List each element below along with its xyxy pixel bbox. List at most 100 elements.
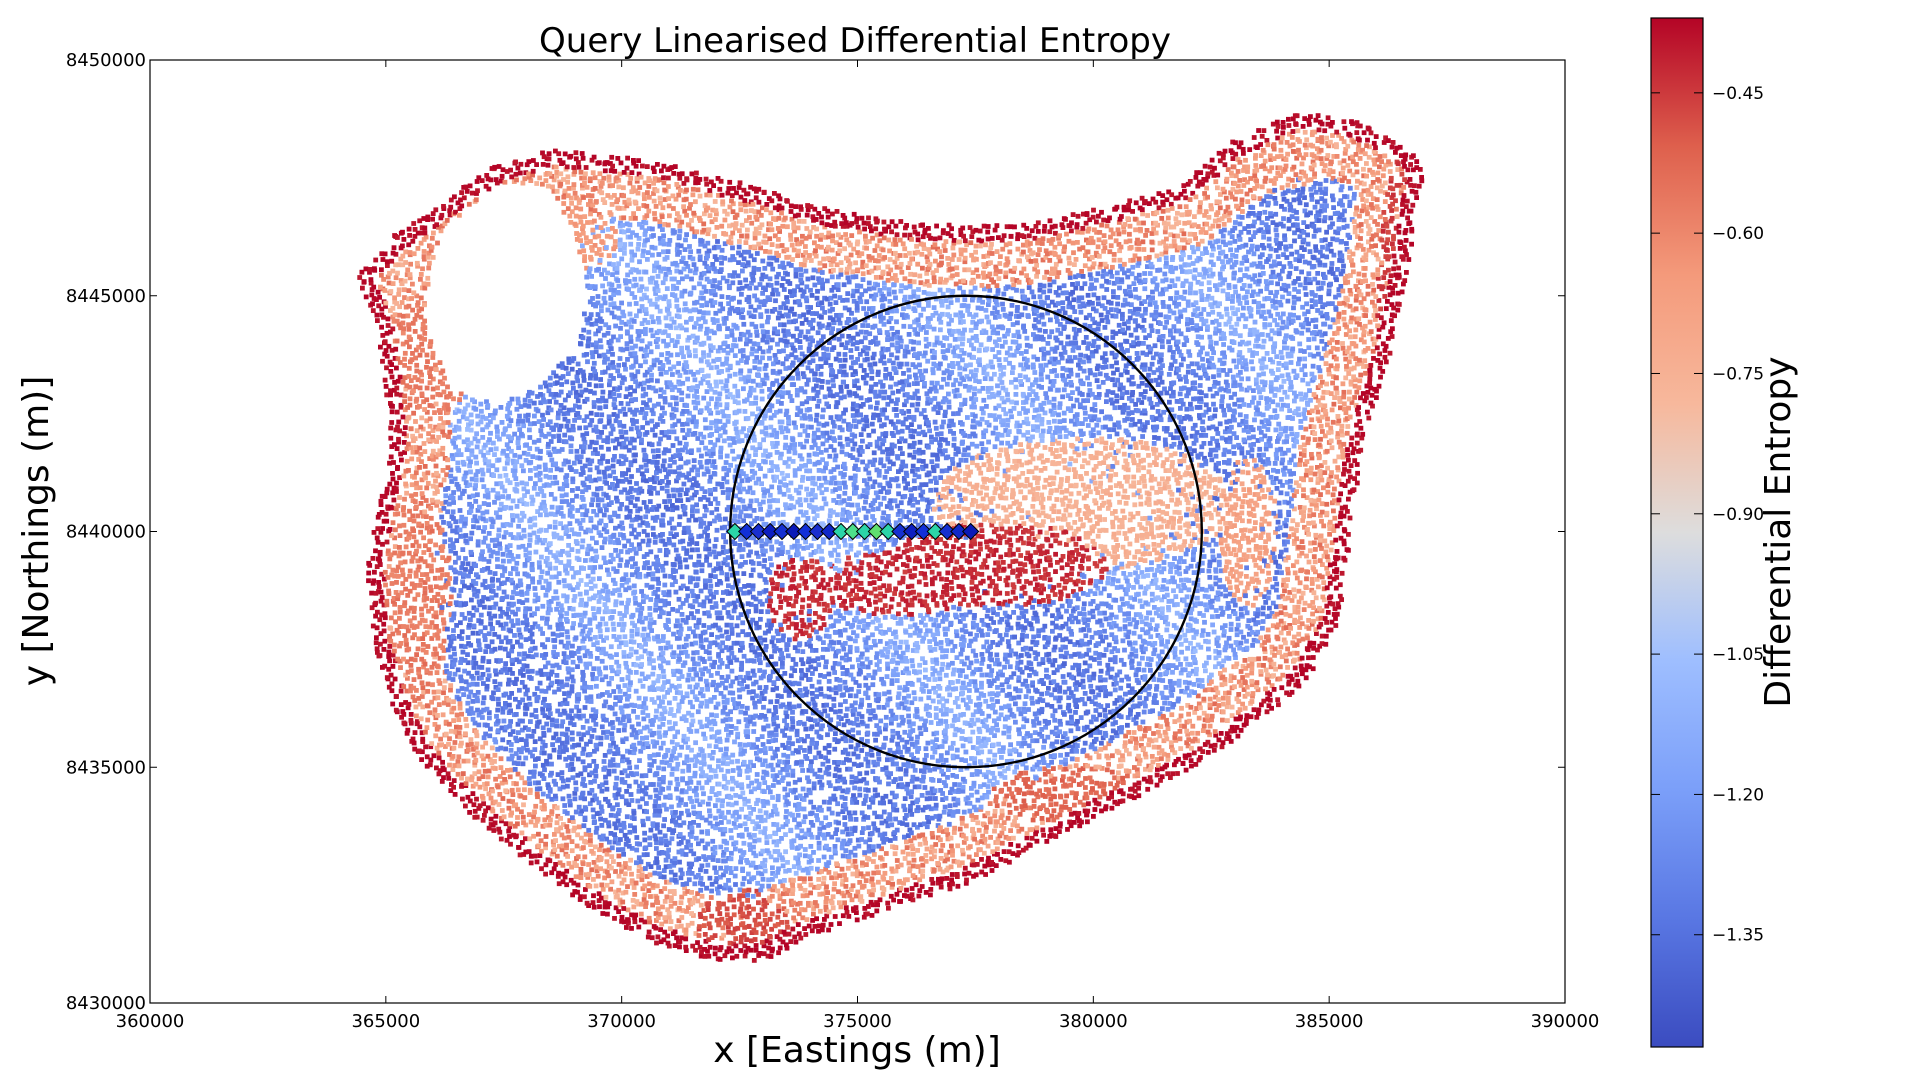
scatter-point bbox=[588, 528, 594, 534]
scatter-point bbox=[480, 700, 486, 706]
scatter-point bbox=[587, 883, 593, 889]
scatter-point bbox=[637, 804, 643, 810]
scatter-point bbox=[523, 836, 528, 842]
scatter-point bbox=[581, 248, 587, 254]
scatter-point bbox=[566, 534, 572, 539]
scatter-point bbox=[576, 696, 581, 702]
scatter-point bbox=[605, 270, 610, 276]
scatter-point bbox=[378, 589, 384, 595]
scatter-point bbox=[471, 623, 477, 629]
scatter-point bbox=[473, 744, 479, 750]
scatter-point bbox=[654, 260, 660, 266]
scatter-point bbox=[522, 651, 527, 657]
scatter-point bbox=[504, 544, 510, 550]
scatter-point bbox=[659, 413, 665, 418]
scatter-point bbox=[627, 392, 633, 397]
scatter-point bbox=[389, 572, 395, 578]
scatter-point bbox=[379, 493, 385, 499]
scatter-point bbox=[528, 516, 534, 522]
scatter-point bbox=[650, 385, 656, 391]
scatter-point bbox=[540, 412, 545, 418]
scatter-point bbox=[602, 602, 608, 607]
scatter-point bbox=[488, 413, 493, 418]
scatter-point bbox=[652, 539, 658, 545]
scatter-point bbox=[429, 741, 435, 746]
scatter-point bbox=[514, 513, 520, 519]
scatter-point bbox=[513, 735, 519, 741]
scatter-point bbox=[628, 523, 634, 529]
scatter-point bbox=[403, 672, 408, 678]
scatter-point bbox=[458, 600, 464, 606]
scatter-point bbox=[424, 397, 430, 403]
scatter-point bbox=[597, 316, 603, 322]
scatter-point bbox=[596, 328, 601, 334]
scatter-point bbox=[449, 782, 454, 787]
scatter-point bbox=[617, 373, 622, 379]
scatter-point bbox=[559, 832, 565, 838]
scatter-point bbox=[620, 754, 626, 760]
scatter-point bbox=[596, 666, 602, 672]
scatter-point bbox=[542, 806, 547, 812]
scatter-point bbox=[431, 437, 436, 443]
scatter-point bbox=[668, 903, 674, 909]
scatter-point bbox=[658, 840, 664, 846]
scatter-point bbox=[490, 765, 496, 771]
scatter-point bbox=[415, 230, 421, 236]
scatter-point bbox=[535, 595, 541, 601]
scatter-point bbox=[419, 225, 425, 231]
scatter-point bbox=[482, 457, 488, 463]
scatter-point bbox=[600, 283, 605, 289]
scatter-point bbox=[406, 550, 412, 556]
scatter-point bbox=[624, 757, 630, 763]
scatter-point bbox=[524, 591, 530, 596]
scatter-point bbox=[641, 716, 647, 722]
scatter-point bbox=[412, 730, 418, 735]
scatter-point bbox=[519, 830, 525, 836]
scatter-point bbox=[491, 828, 497, 833]
scatter-point bbox=[636, 863, 642, 868]
scatter-point bbox=[490, 549, 496, 555]
scatter-point bbox=[654, 940, 659, 946]
scatter-point bbox=[502, 466, 508, 472]
scatter-point bbox=[437, 423, 442, 428]
scatter-point bbox=[569, 513, 575, 519]
scatter-point bbox=[611, 216, 616, 222]
scatter-point bbox=[582, 796, 587, 802]
scatter-point bbox=[430, 355, 436, 360]
scatter-point bbox=[422, 285, 428, 291]
scatter-point bbox=[651, 403, 657, 409]
scatter-point bbox=[580, 751, 586, 756]
scatter-point bbox=[587, 176, 593, 182]
scatter-point bbox=[633, 779, 639, 785]
scatter-point bbox=[419, 230, 424, 236]
scatter-point bbox=[656, 441, 662, 447]
scatter-point bbox=[510, 799, 515, 804]
scatter-point bbox=[510, 792, 516, 797]
scatter-point bbox=[543, 434, 548, 439]
scatter-point bbox=[565, 783, 570, 789]
scatter-point bbox=[632, 589, 638, 595]
scatter-point bbox=[623, 429, 629, 435]
scatter-point bbox=[631, 708, 636, 714]
scatter-point bbox=[649, 365, 655, 370]
scatter-point bbox=[435, 392, 441, 397]
scatter-point bbox=[367, 269, 372, 275]
scatter-point bbox=[599, 319, 605, 324]
scatter-point bbox=[660, 567, 666, 573]
scatter-point bbox=[524, 162, 530, 168]
scatter-point bbox=[547, 475, 552, 480]
scatter-point bbox=[599, 497, 605, 503]
scatter-point bbox=[448, 537, 453, 543]
scatter-point bbox=[617, 237, 623, 243]
scatter-point bbox=[424, 525, 430, 531]
scatter-point bbox=[495, 718, 501, 724]
scatter-point bbox=[633, 734, 639, 740]
scatter-point bbox=[593, 548, 599, 554]
scatter-point bbox=[589, 219, 595, 225]
scatter-point bbox=[511, 781, 517, 786]
scatter-point bbox=[435, 385, 440, 391]
scatter-point bbox=[391, 497, 397, 503]
scatter-point bbox=[654, 771, 660, 776]
scatter-point bbox=[616, 663, 622, 669]
scatter-point bbox=[582, 894, 587, 900]
